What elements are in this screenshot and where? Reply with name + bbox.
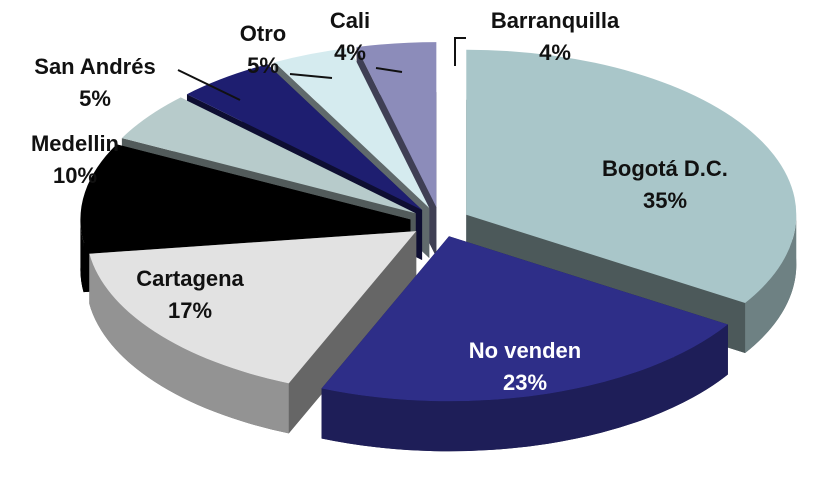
slice-wall <box>745 214 797 354</box>
slice-wall <box>80 219 84 293</box>
data-label-name: Otro <box>240 21 286 46</box>
slice-wall <box>321 324 728 452</box>
slice-top <box>186 64 423 210</box>
leader-line <box>289 73 333 79</box>
slice <box>89 231 417 434</box>
data-label-name: San Andrés <box>34 54 155 79</box>
data-label-value: 5% <box>247 53 279 78</box>
data-label-value: 10% <box>53 163 97 188</box>
slice-wall <box>89 253 289 434</box>
data-label-name: Medellin <box>31 131 119 156</box>
slice-top <box>274 47 430 208</box>
leader-line <box>177 69 241 101</box>
slices <box>80 42 797 452</box>
leader-line <box>454 37 466 66</box>
data-label-name: Cartagena <box>136 266 244 291</box>
data-label-value: 23% <box>503 370 547 395</box>
data-label-name: Bogotá D.C. <box>602 156 728 181</box>
slice-top <box>321 236 728 402</box>
slice-top <box>121 97 416 214</box>
slice-top <box>466 49 797 304</box>
data-label-value: 4% <box>539 40 571 65</box>
data-label-value: 5% <box>79 86 111 111</box>
data-label-name: No venden <box>469 338 581 363</box>
slice-top <box>89 231 417 384</box>
data-label-name: Cali <box>330 8 370 33</box>
data-label-name: Barranquilla <box>491 8 620 33</box>
slice-top <box>80 144 411 243</box>
slice-top <box>356 42 437 208</box>
data-label-value: 17% <box>168 298 212 323</box>
slice <box>321 236 728 452</box>
data-label-value: 35% <box>643 188 687 213</box>
leader-line <box>375 67 403 73</box>
data-label-value: 4% <box>334 40 366 65</box>
